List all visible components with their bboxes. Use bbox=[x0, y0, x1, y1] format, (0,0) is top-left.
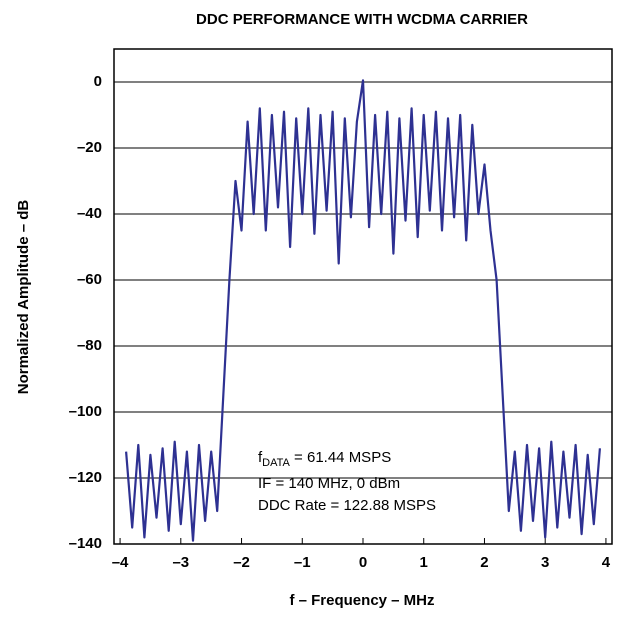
x-tick-label: 0 bbox=[359, 554, 367, 571]
y-tick-label: 0 bbox=[94, 73, 102, 90]
x-axis-label: f – Frequency – MHz bbox=[289, 592, 434, 609]
x-tick-label: –4 bbox=[112, 554, 129, 571]
plot-frame bbox=[113, 48, 613, 545]
y-tick-label: –60 bbox=[77, 271, 102, 288]
y-axis-label: Normalized Amplitude – dB bbox=[15, 200, 32, 395]
x-tick-label: 3 bbox=[541, 554, 549, 571]
x-tick-label: 1 bbox=[420, 554, 428, 571]
x-tick-label: 4 bbox=[602, 554, 611, 571]
y-tick-label: –140 bbox=[69, 535, 102, 552]
spectrum-line bbox=[125, 79, 601, 542]
annotation: IF = 140 MHz, 0 dBm bbox=[258, 475, 400, 492]
x-tick-label: –3 bbox=[172, 554, 189, 571]
y-tick-label: –40 bbox=[77, 205, 102, 222]
annotation-part: = 61.44 MSPS bbox=[290, 449, 391, 466]
chart-title: DDC PERFORMANCE WITH WCDMA CARRIER bbox=[196, 11, 528, 28]
y-tick-label: –20 bbox=[77, 139, 102, 156]
y-tick-label: –120 bbox=[69, 469, 102, 486]
x-tick-label: –1 bbox=[294, 554, 311, 571]
x-tick-label: 2 bbox=[480, 554, 488, 571]
y-tick-label: –80 bbox=[77, 337, 102, 354]
annotation: fDATA = 61.44 MSPS bbox=[258, 449, 391, 469]
annotation-part: f bbox=[258, 449, 263, 466]
y-tick-label: –100 bbox=[69, 403, 102, 420]
annotation-subscript: DATA bbox=[262, 457, 290, 469]
x-tick-label: –2 bbox=[233, 554, 250, 571]
annotation: DDC Rate = 122.88 MSPS bbox=[258, 497, 436, 514]
